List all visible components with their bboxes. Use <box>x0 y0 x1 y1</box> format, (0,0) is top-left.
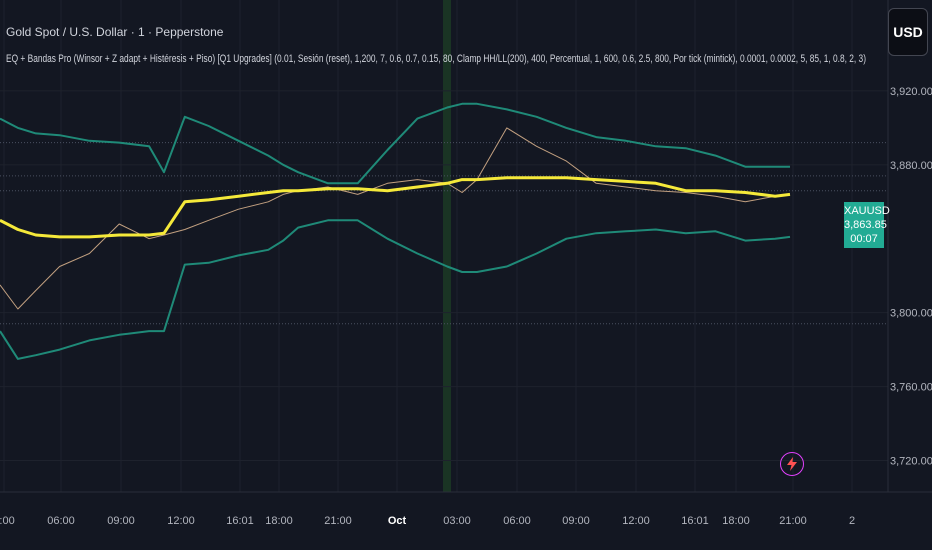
x-tick-label: Oct <box>388 515 407 527</box>
symbol-title: Gold Spot / U.S. Dollar · 1 · Pepperston… <box>6 25 224 39</box>
x-tick-label: 3:00 <box>0 515 15 527</box>
x-tick-label: 12:00 <box>622 515 650 527</box>
session-highlight <box>443 0 451 492</box>
upper-band-line <box>0 102 790 185</box>
x-tick-label: 09:00 <box>107 515 135 527</box>
currency-button[interactable]: USD <box>888 8 928 56</box>
price-tag-countdown: 00:07 <box>850 233 878 245</box>
x-tick-label: 16:01 <box>681 515 709 527</box>
x-tick-label: 21:00 <box>779 515 807 527</box>
price-tag-value: 3,863.85 <box>844 219 887 231</box>
price-tag-symbol: XAUUSD <box>844 205 890 217</box>
y-tick-label: 3,800.00 <box>890 308 932 320</box>
x-tick-label: 2 <box>849 515 855 527</box>
mid-band-line <box>0 176 791 239</box>
indicator-title: EQ + Bandas Pro (Winsor + Z adapt + Hist… <box>6 53 866 65</box>
y-tick-label: 3,720.00 <box>890 455 932 467</box>
y-tick-label: 3,920.00 <box>890 86 932 98</box>
lightning-icon[interactable] <box>780 452 804 476</box>
lightning-glyph <box>787 457 797 471</box>
time-axis <box>0 492 932 550</box>
x-tick-label: 06:00 <box>47 515 75 527</box>
y-tick-label: 3,760.00 <box>890 382 932 394</box>
x-tick-label: 16:01 <box>226 515 254 527</box>
x-tick-label: 03:00 <box>443 515 471 527</box>
last-price-tag: XAUUSD 3,863.85 00:07 <box>844 202 890 248</box>
price-axis <box>888 0 932 550</box>
price-line <box>0 127 791 310</box>
x-tick-label: 12:00 <box>167 515 195 527</box>
y-tick-label: 3,880.00 <box>890 160 932 172</box>
x-tick-label: 06:00 <box>503 515 531 527</box>
lower-band-line <box>0 219 791 360</box>
x-tick-label: 18:00 <box>722 515 750 527</box>
x-tick-label: 09:00 <box>562 515 590 527</box>
x-tick-label: 21:00 <box>324 515 352 527</box>
x-tick-label: 18:00 <box>265 515 293 527</box>
